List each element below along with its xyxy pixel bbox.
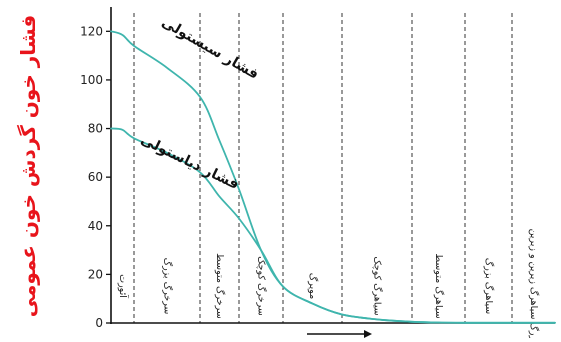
category-label: آئورت [117, 274, 130, 298]
y-tick-label: 0 [95, 316, 103, 330]
y-tick-label: 100 [80, 73, 103, 87]
category-label: سرخرگ بزرگ [162, 258, 175, 315]
diastolic-pressure-line [110, 127, 556, 324]
direction-arrow-head [364, 330, 372, 338]
y-tick-label: 20 [88, 267, 103, 281]
category-label: سیاهرگ کوچک [372, 256, 385, 315]
category-label: سیاهرگ بزرگ [483, 258, 496, 315]
diastolic-pressure-label: فشار دیاستولی [138, 132, 241, 193]
category-label: سیاهرگ متوسط [433, 253, 446, 318]
y-axis-title: فشار خون گردش خون عمومی [16, 14, 40, 318]
y-tick-label: 60 [88, 170, 103, 184]
y-axis-title-block: فشار خون گردش خون عمومی [0, 0, 56, 338]
category-label: سرخرگ متوسط [214, 253, 227, 319]
category-label: بزرگ سیاهرگ زیرین و زبرین [528, 229, 541, 338]
y-tick-label: 80 [88, 122, 103, 136]
category-label: سرخرگ کوچک [256, 256, 269, 316]
y-tick-label: 120 [80, 24, 103, 38]
y-tick-label: 40 [88, 219, 103, 233]
category-label: مویرگ [307, 273, 320, 299]
